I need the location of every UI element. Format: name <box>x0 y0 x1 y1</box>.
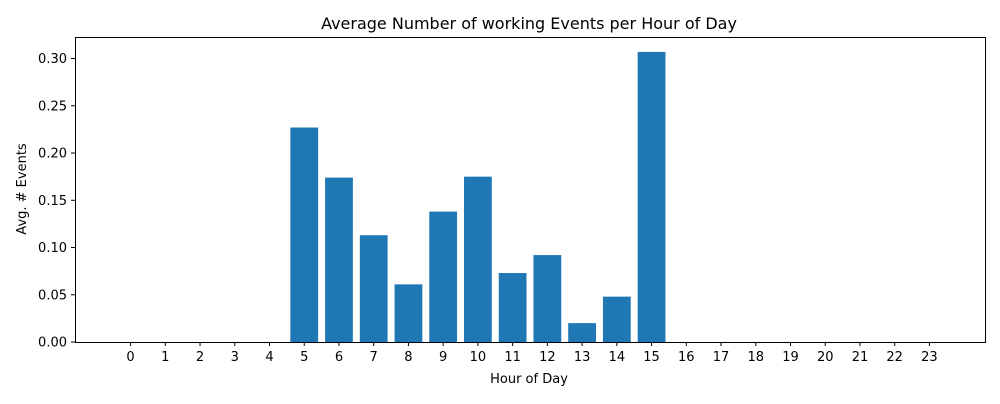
x-tick-label: 0 <box>126 350 134 365</box>
y-tick-label: 0.00 <box>38 336 67 351</box>
x-tick-label: 13 <box>574 350 591 365</box>
bar-hour-10 <box>464 176 492 342</box>
x-tick-label: 5 <box>300 350 308 365</box>
bars-layer <box>290 51 666 343</box>
x-tick-label: 14 <box>609 350 626 365</box>
x-tick-label: 6 <box>335 350 343 365</box>
x-tick-label: 20 <box>817 350 834 365</box>
bar-hour-6 <box>325 177 353 342</box>
x-tick-label: 3 <box>231 350 239 365</box>
x-tick-label: 21 <box>852 350 869 365</box>
bar-hour-13 <box>568 323 596 342</box>
x-tick-label: 8 <box>404 350 412 365</box>
x-tick-label: 2 <box>196 350 204 365</box>
x-tick-label: 9 <box>439 350 447 365</box>
x-tick-label: 10 <box>470 350 487 365</box>
x-tick-label: 23 <box>921 350 938 365</box>
bar-hour-15 <box>637 51 666 343</box>
x-tick-label: 11 <box>504 350 521 365</box>
x-tick-label: 15 <box>643 350 660 365</box>
x-tick-label: 17 <box>713 350 730 365</box>
x-axis-ticks: 0 1 2 3 4 5 6 7 8 9 10 11 12 13 14 15 16 17 18 19 20 21 22 23 <box>126 342 938 365</box>
bar-hour-9 <box>429 211 458 342</box>
y-axis-label: Avg. # Events <box>15 143 30 235</box>
x-tick-label: 16 <box>678 350 695 365</box>
bar-hour-14 <box>602 296 631 342</box>
y-tick-label: 0.20 <box>38 147 67 162</box>
y-tick-label: 0.10 <box>38 241 67 256</box>
y-tick-label: 0.25 <box>38 99 67 114</box>
x-tick-label: 12 <box>539 350 556 365</box>
x-tick-label: 19 <box>782 350 799 365</box>
chart-title: Average Number of working Events per Hou… <box>321 14 737 33</box>
y-axis-ticks: 0.00 0.05 0.10 0.15 0.20 0.25 0.30 <box>38 52 75 351</box>
x-tick-label: 22 <box>886 350 903 365</box>
bar-hour-11 <box>498 273 527 342</box>
x-tick-label: 7 <box>370 350 378 365</box>
bar-hour-8 <box>394 284 423 342</box>
plot-frame <box>75 37 986 343</box>
bar-hour-12 <box>533 255 562 342</box>
x-tick-label: 1 <box>161 350 169 365</box>
x-tick-label: 18 <box>747 350 764 365</box>
x-axis-label: Hour of Day <box>490 372 568 387</box>
y-tick-label: 0.05 <box>38 288 67 303</box>
y-tick-label: 0.15 <box>38 194 67 209</box>
x-tick-label: 4 <box>265 350 273 365</box>
bar-hour-5 <box>290 127 319 342</box>
bar-hour-7 <box>359 235 388 342</box>
y-tick-label: 0.30 <box>38 52 67 67</box>
